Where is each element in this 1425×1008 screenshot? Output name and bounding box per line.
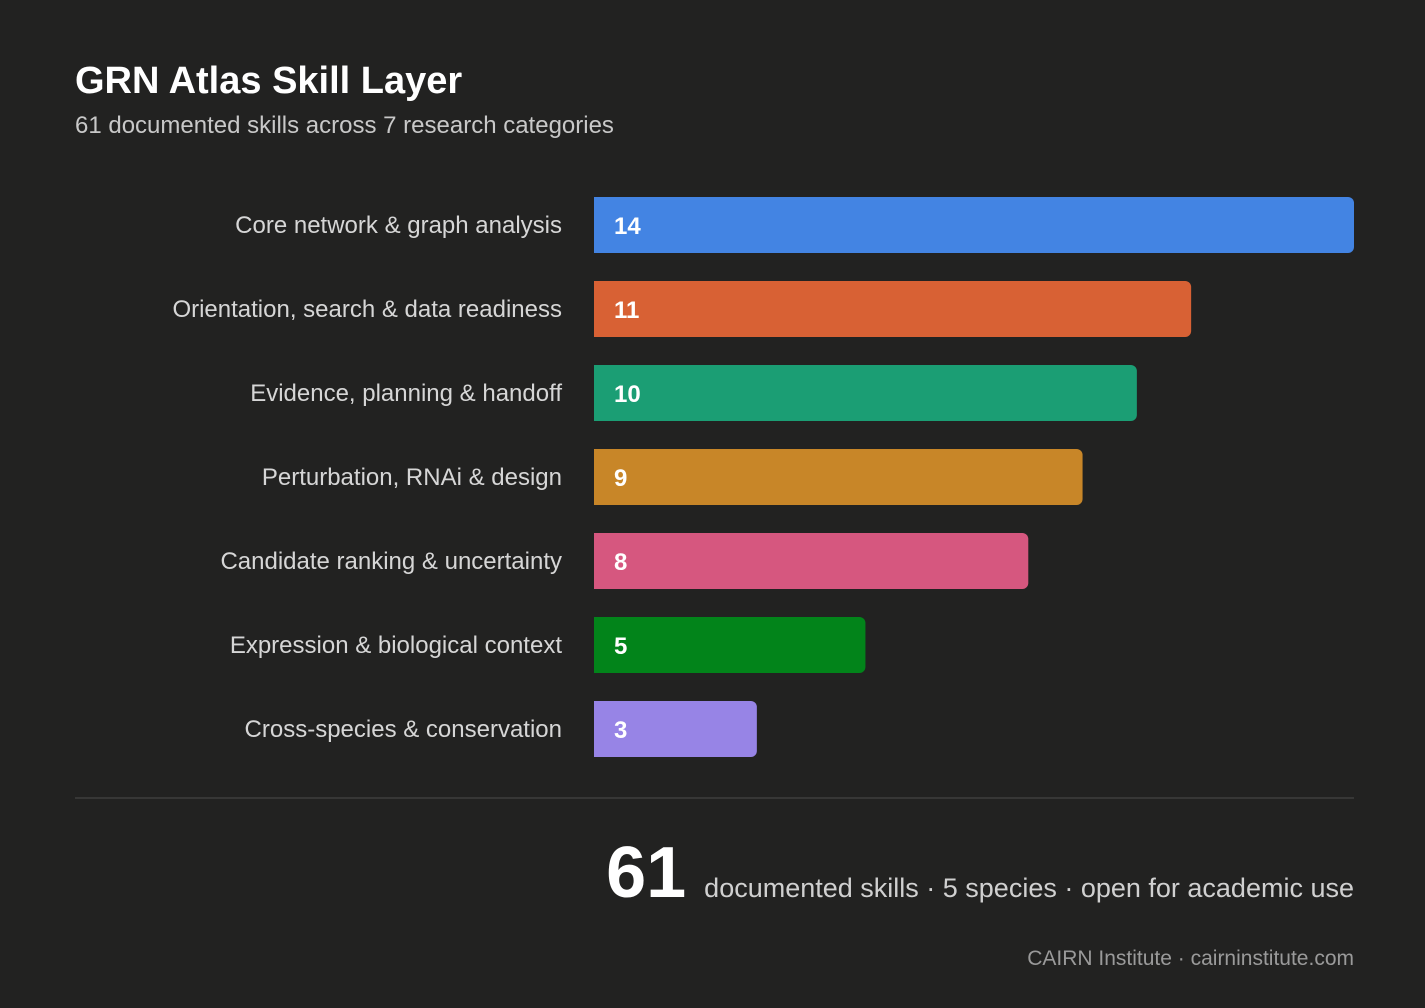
value-label: 11 [614,297,639,324]
value-label: 8 [614,549,627,576]
bar [594,197,1354,253]
chart-subtitle: 61 documented skills across 7 research c… [75,112,614,139]
total-count: 61 [606,833,686,913]
value-label: 3 [614,717,627,744]
value-label: 5 [614,633,627,660]
footer-credit: CAIRN Institute · cairninstitute.com [1027,947,1354,970]
bar [594,281,1192,337]
category-label: Evidence, planning & handoff [250,380,562,407]
category-label: Orientation, search & data readiness [172,296,562,323]
bar [594,617,866,673]
bar [594,533,1029,589]
value-label: 10 [614,381,641,408]
bar [594,701,757,757]
value-label: 9 [614,465,627,492]
bar [594,449,1083,505]
chart-title: GRN Atlas Skill Layer [75,60,462,102]
category-label: Perturbation, RNAi & design [262,464,562,491]
bar [594,365,1137,421]
category-label: Core network & graph analysis [235,212,562,239]
category-label: Candidate ranking & uncertainty [220,548,562,575]
value-label: 14 [614,213,641,240]
category-label: Expression & biological context [230,632,563,659]
category-label: Cross-species & conservation [245,716,562,743]
footer-caption: documented skills · 5 species · open for… [704,873,1354,903]
